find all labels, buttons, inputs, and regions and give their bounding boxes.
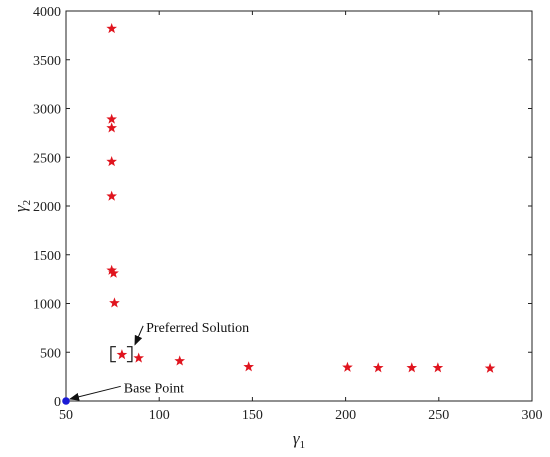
annotation-label: Preferred Solution [146, 321, 249, 336]
y-tick-label: 1000 [33, 298, 61, 313]
data-point-star [106, 156, 117, 167]
data-point-star [432, 362, 444, 373]
y-tick-label: 3500 [33, 54, 61, 69]
x-tick-label: 200 [335, 408, 356, 423]
annotation-arrow [134, 325, 144, 346]
data-point-star [342, 361, 353, 372]
x-tick-label: 100 [149, 408, 170, 423]
x-tick-label: 50 [59, 408, 73, 423]
y-tick-label: 0 [54, 395, 61, 410]
data-point-star [106, 22, 117, 34]
data-point-star [106, 113, 117, 124]
data-point-star [116, 349, 128, 360]
preferred-solution-bracket [110, 346, 133, 363]
y-axis: 0 500 1000 1500 2000 2500 3000 3500 4000 [33, 5, 532, 410]
base-point-marker [62, 397, 70, 405]
data-point-star [133, 352, 145, 363]
data-point-star [108, 267, 119, 278]
y-tick-label: 4000 [33, 5, 61, 20]
y-tick-label: 1500 [33, 249, 61, 264]
data-point-star [106, 190, 117, 201]
y-tick-label: 3000 [33, 103, 61, 118]
x-tick-label: 150 [242, 408, 263, 423]
data-point-star [106, 264, 117, 275]
data-point-star [109, 297, 120, 308]
annotations: Preferred Solution Base Point [69, 321, 249, 401]
plot-area [65, 10, 533, 402]
x-axis-label: γ1 [293, 429, 305, 451]
data-point-star [372, 362, 384, 373]
x-tick-label: 300 [522, 408, 543, 423]
y-tick-label: 2000 [33, 200, 61, 215]
data-points [62, 22, 496, 405]
x-tick-label: 250 [428, 408, 449, 423]
y-axis-label: γ2 [11, 200, 33, 212]
data-point-star [106, 122, 117, 133]
y-tick-label: 500 [40, 346, 61, 361]
data-point-star [484, 362, 496, 373]
annotation-arrow [69, 385, 121, 401]
y-tick-label: 2500 [33, 151, 61, 166]
x-axis: 50 100 150 200 250 300 [59, 11, 543, 423]
data-point-star [406, 362, 418, 373]
annotation-label: Base Point [124, 381, 184, 396]
data-point-star [174, 355, 186, 366]
data-point-star [243, 361, 254, 372]
